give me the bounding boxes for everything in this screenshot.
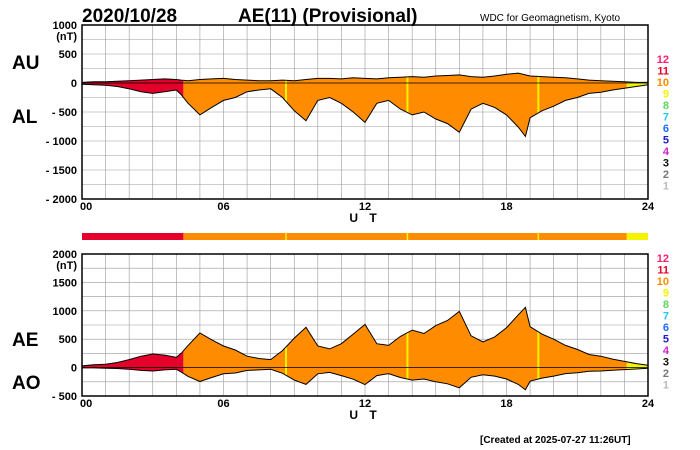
legend-level-1: 1 (663, 380, 669, 392)
x-tick-label: 12 (359, 201, 371, 213)
legend-level-9: 9 (663, 288, 669, 300)
x-tick-label: 06 (217, 201, 229, 213)
activity-fill-segment (626, 82, 648, 88)
series-label-ae: AE (12, 330, 38, 351)
y-units-label: (nT) (56, 260, 77, 272)
legend-level-1: 1 (663, 181, 669, 193)
legend-level-6: 6 (663, 123, 669, 135)
x-tick-label: 24 (642, 201, 655, 213)
activity-fill-segment (183, 307, 627, 390)
legend-level-2: 2 (663, 169, 669, 181)
y-tick-label: 0 (71, 78, 77, 90)
x-tick-label: 06 (217, 398, 229, 410)
legend-level-6: 6 (663, 322, 669, 334)
activity-bar-segment (626, 233, 648, 240)
x-tick-label: 18 (500, 201, 512, 213)
series-line-ao (82, 367, 649, 391)
legend-level-5: 5 (663, 135, 669, 147)
x-tick-label: 00 (80, 201, 92, 213)
activity-fill-segment (82, 78, 184, 98)
y-tick-label: 2000 (53, 249, 77, 261)
series-line-ae (81, 306, 649, 367)
y-tick-label: 500 (59, 334, 77, 346)
plot-frame (81, 24, 649, 200)
legend-level-12: 12 (657, 54, 669, 66)
legend-level-10: 10 (657, 276, 669, 288)
legend-level-4: 4 (663, 345, 670, 357)
y-tick-label: - 2000 (46, 194, 77, 206)
ae-ao-panel: 2000 1500 1000 500 0 - 500 (nT) 00 06 12 18 24 U T AE… (12, 249, 655, 422)
legend-level-2: 2 (663, 368, 669, 380)
legend-level-3: 3 (663, 357, 669, 369)
x-tick-label: 18 (500, 398, 512, 410)
y-tick-label: 1000 (53, 20, 77, 32)
x-tick-label: 24 (642, 398, 655, 410)
series-label-ao: AO (12, 373, 41, 394)
index-title: AE(11) (Provisional) (238, 6, 418, 27)
activity-fill-segment (183, 73, 627, 137)
y-units-label: (nT) (56, 31, 77, 43)
series-line-al (81, 83, 649, 138)
legend-level-10: 10 (657, 77, 669, 89)
legend-level-9: 9 (663, 89, 669, 101)
x-tick-label: 00 (80, 398, 92, 410)
y-tick-label: - 500 (52, 391, 77, 403)
series-label-al: AL (12, 107, 38, 128)
activity-bar-segment (183, 233, 627, 240)
y-tick-label: 1000 (53, 306, 77, 318)
y-tick-label: - 1000 (46, 136, 77, 148)
series-line-au (81, 72, 648, 83)
plot-frame (81, 253, 649, 397)
legend-level-11: 11 (657, 66, 669, 78)
legend-level-8: 8 (663, 299, 669, 311)
y-tick-label: - 1500 (46, 165, 77, 177)
legend-level-11: 11 (657, 265, 669, 277)
activity-bar-segment (82, 233, 184, 240)
y-tick-label: 500 (59, 49, 77, 61)
legend-level-8: 8 (663, 100, 669, 112)
y-tick-label: 0 (71, 363, 77, 375)
legend-level-7: 7 (663, 311, 669, 323)
x-axis-label: U T (349, 211, 380, 225)
au-al-panel: 1000 500 0 - 500 - 1000 - 1500 - 2000 (nT) 00 06 1… (12, 20, 655, 225)
x-axis-label: U T (349, 408, 380, 422)
legend-level-7: 7 (663, 112, 669, 124)
y-tick-label: 1500 (53, 277, 77, 289)
date-title: 2020/10/28 (82, 6, 177, 27)
y-tick-label: - 500 (52, 107, 77, 119)
series-label-au: AU (12, 53, 39, 74)
legend-level-3: 3 (663, 158, 669, 170)
credit-text: WDC for Geomagnetism, Kyoto (480, 13, 620, 24)
created-timestamp: [Created at 2025-07-27 11:26UT] (480, 435, 631, 446)
x-tick-label: 12 (359, 398, 371, 410)
legend-level-5: 5 (663, 334, 669, 346)
legend-level-4: 4 (663, 146, 670, 158)
activity-bar (82, 233, 648, 240)
legend-level-12: 12 (657, 253, 669, 265)
